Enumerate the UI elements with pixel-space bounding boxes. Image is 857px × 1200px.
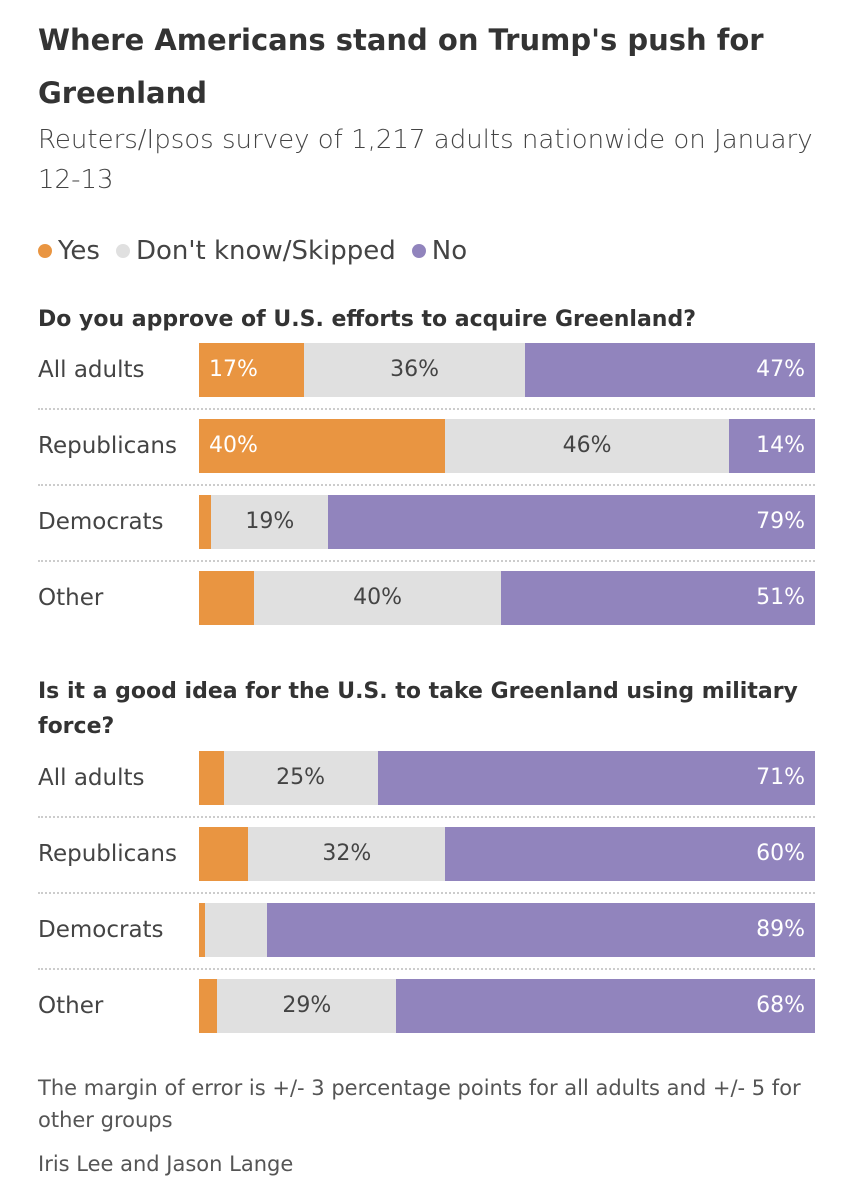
- value-label: 36%: [390, 357, 440, 382]
- bar-segment: [199, 751, 224, 805]
- category-label: Republicans: [38, 841, 177, 867]
- legend-label: Don't know/Skipped: [135, 236, 396, 266]
- bar-segment: [303, 343, 526, 397]
- row-separator: [38, 408, 815, 410]
- value-label: 89%: [756, 917, 805, 942]
- value-label: 60%: [756, 841, 805, 866]
- row-separator: [38, 816, 815, 818]
- bar-segment: [205, 903, 267, 957]
- bar-segment: [396, 979, 815, 1033]
- value-label: 25%: [276, 765, 326, 790]
- row-separator: [38, 484, 815, 486]
- value-label: 17%: [209, 357, 258, 382]
- value-label: 32%: [322, 841, 372, 866]
- category-label: Other: [38, 993, 104, 1019]
- value-label: 19%: [245, 509, 295, 534]
- bar-segment: [266, 903, 815, 957]
- bar-segment: [199, 827, 249, 881]
- value-label: 51%: [756, 585, 805, 610]
- bar-segment: [199, 419, 446, 473]
- bar-segment: [525, 343, 815, 397]
- value-label: 47%: [756, 357, 805, 382]
- bar-segment: [199, 343, 304, 397]
- bar-segment: [199, 903, 206, 957]
- title: Where Americans stand on Trump's push fo…: [38, 23, 764, 110]
- value-label: 46%: [562, 433, 612, 458]
- bar-segment: [377, 751, 815, 805]
- legend-swatch: [38, 244, 52, 258]
- value-label: 40%: [353, 585, 403, 610]
- subtitle: Reuters/Ipsos survey of 1,217 adults nat…: [38, 125, 813, 195]
- credit: Iris Lee and Jason Lange: [38, 1152, 294, 1176]
- bar-segment: [223, 751, 378, 805]
- value-label: 40%: [209, 433, 258, 458]
- legend-item: Don't know/Skipped: [115, 236, 396, 266]
- category-label: Democrats: [38, 509, 164, 535]
- bar-segment: [248, 827, 446, 881]
- bar-segment: [328, 495, 815, 549]
- value-label: 14%: [756, 433, 805, 458]
- legend-item: No: [411, 236, 468, 266]
- legend-swatch: [411, 244, 426, 258]
- category-label: Other: [38, 585, 104, 611]
- value-label: 71%: [756, 765, 805, 790]
- bar-segment: [728, 419, 815, 473]
- category-label: Democrats: [38, 917, 164, 943]
- bar-segment: [445, 419, 729, 473]
- value-label: 68%: [756, 993, 805, 1018]
- question: Is it a good idea for the U.S. to take G…: [38, 679, 798, 739]
- bar-segment: [199, 571, 255, 625]
- row-separator: [38, 560, 815, 562]
- legend: Yes Don't know/Skipped No: [38, 236, 467, 266]
- bar-segment: [500, 571, 815, 625]
- bar-segment: [199, 979, 218, 1033]
- bar-segment: [217, 979, 397, 1033]
- category-label: All adults: [38, 765, 145, 791]
- legend-label: Yes: [58, 236, 100, 266]
- row-separator: [38, 892, 815, 894]
- question: Do you approve of U.S. efforts to acquir…: [38, 307, 696, 332]
- category-label: All adults: [38, 357, 145, 383]
- note: The margin of error is +/- 3 percentage …: [38, 1076, 801, 1132]
- category-label: Republicans: [38, 433, 177, 459]
- bar-segment: [254, 571, 501, 625]
- row-separator: [38, 968, 815, 970]
- value-label: 79%: [756, 509, 805, 534]
- bar-segment: [211, 495, 329, 549]
- bar-segment: [445, 827, 815, 881]
- legend-label: No: [431, 236, 468, 266]
- value-label: 29%: [282, 993, 332, 1018]
- bar-segment: [199, 495, 212, 549]
- legend-item: Yes: [38, 236, 100, 266]
- legend-swatch: [115, 244, 130, 258]
